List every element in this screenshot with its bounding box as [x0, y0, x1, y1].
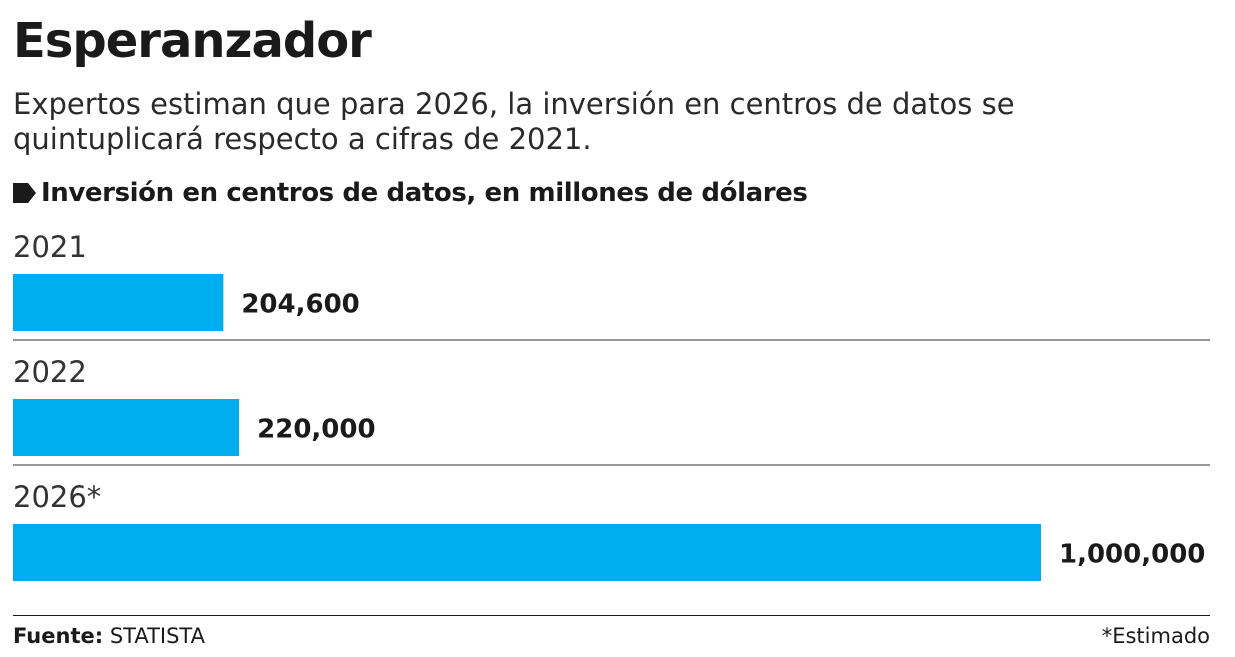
unit-label: Inversión en centros de datos, en millon…: [41, 178, 808, 208]
chart-title: Esperanzador: [13, 13, 372, 69]
value-label: 204,600: [241, 290, 359, 320]
bar: [13, 274, 224, 331]
unit-row: Inversión en centros de datos, en millon…: [13, 176, 808, 210]
footer-divider: [13, 615, 1210, 616]
source: Fuente: STATISTA: [13, 624, 205, 648]
value-label: 220,000: [257, 415, 375, 445]
source-value: STATISTA: [109, 624, 205, 648]
tag-icon: [13, 183, 36, 203]
chart-subtitle: Expertos estiman que para 2026, la inver…: [13, 87, 1015, 156]
category-label: 2022: [13, 355, 87, 389]
footnote: *Estimado: [1101, 624, 1210, 648]
bar: [13, 399, 240, 456]
category-label: 2021: [13, 230, 87, 264]
bar: [13, 524, 1041, 581]
category-label: 2026*: [13, 480, 101, 514]
value-label: 1,000,000: [1059, 540, 1205, 570]
source-label: Fuente:: [13, 624, 104, 648]
